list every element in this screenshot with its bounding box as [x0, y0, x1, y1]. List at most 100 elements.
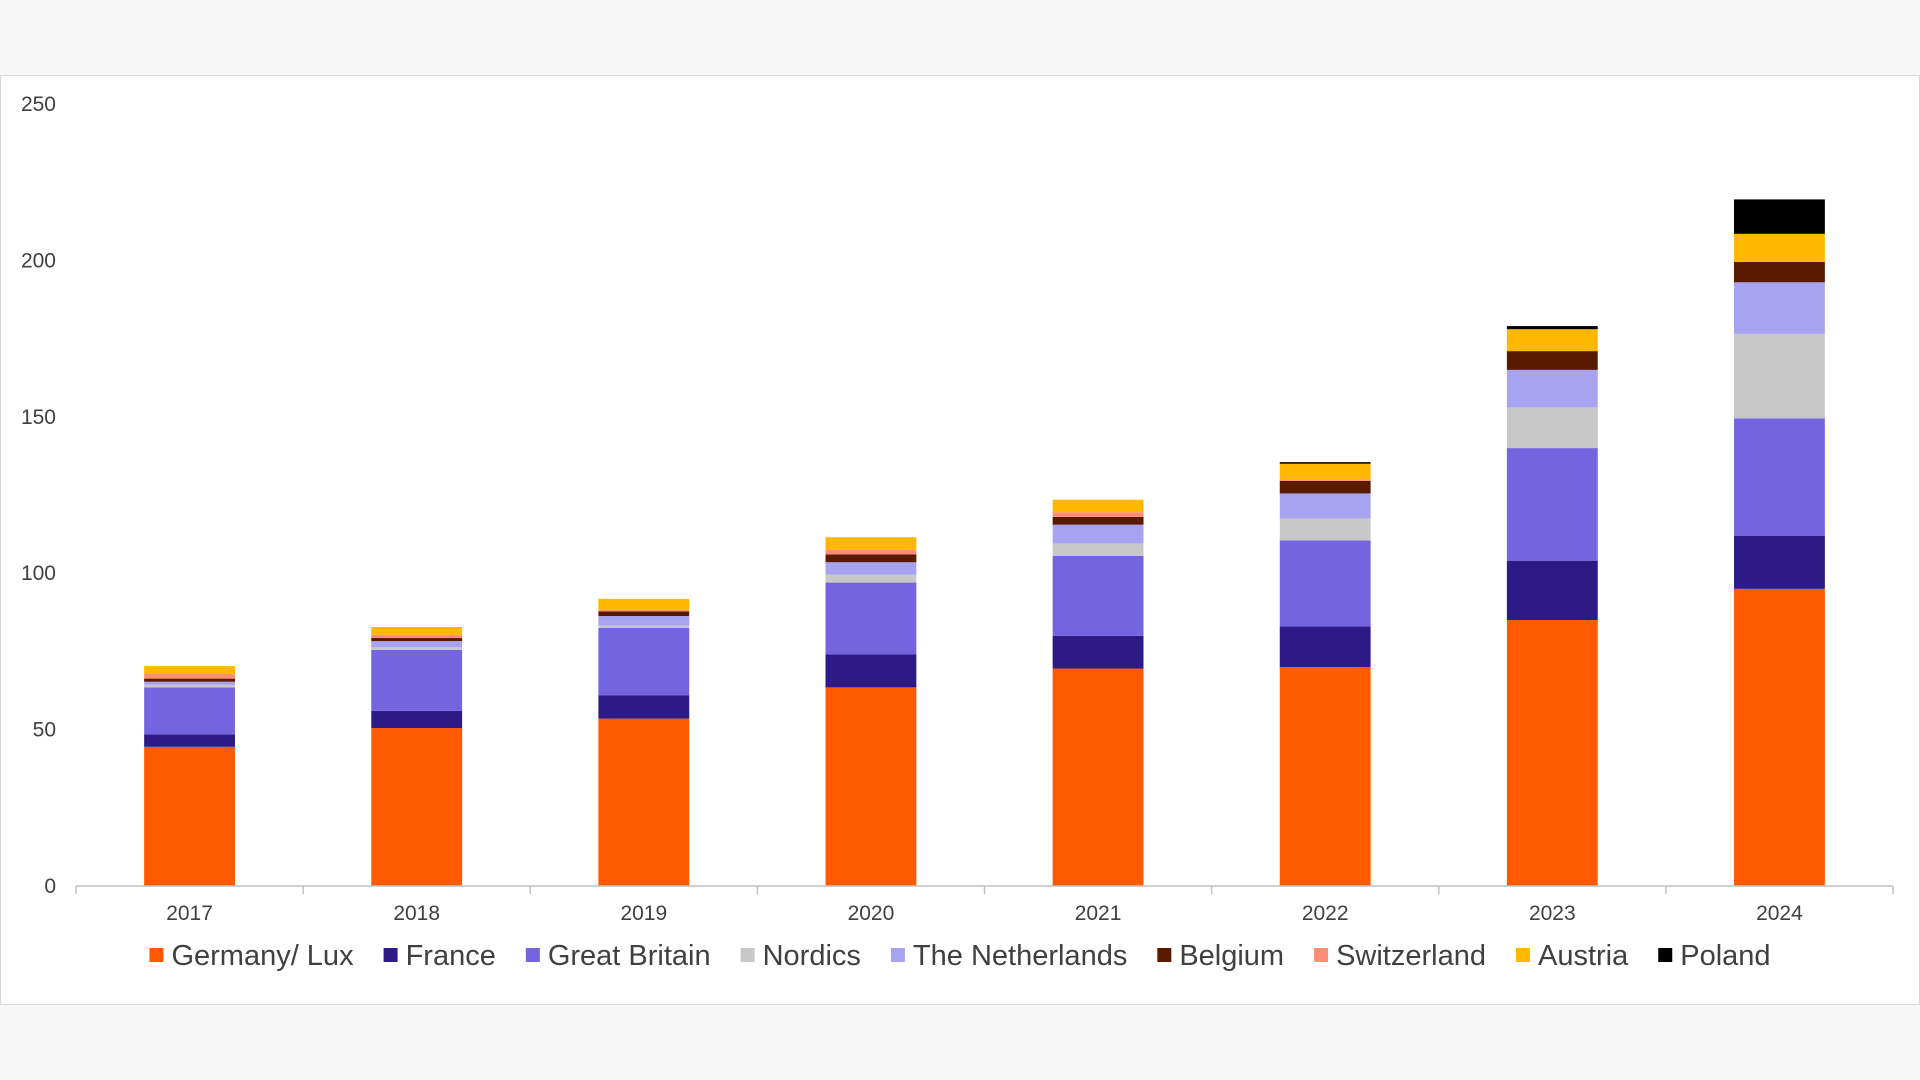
bar-segment [1052, 555, 1144, 636]
legend-label: Switzerland [1336, 940, 1486, 972]
bar-segment [1279, 462, 1371, 464]
chart-panel: 0 50 100 150 200 250 2017 2018 2019 2020 2021 2022… [0, 75, 1920, 1005]
legend-swatch [383, 948, 398, 962]
legend-label: Nordics [763, 940, 861, 972]
y-tick-label: 200 [21, 249, 56, 272]
y-tick-label: 150 [21, 406, 56, 429]
y-tick-label: 250 [21, 93, 56, 116]
legend-swatch [1314, 948, 1329, 962]
bar-segment [1734, 588, 1825, 886]
bar-segment [1052, 524, 1144, 544]
legend-label: France [406, 940, 496, 972]
legend: Germany/ Lux France Great Britain Nordics Th… [149, 940, 1771, 972]
legend-label: The Netherlands [913, 940, 1127, 972]
legend-label: Poland [1680, 940, 1770, 972]
legend-swatch [149, 948, 164, 962]
legend-swatch [890, 948, 905, 962]
bar-segment [371, 641, 463, 648]
bar-segment [598, 611, 690, 617]
bar-segment [825, 654, 917, 688]
y-tick-label: 100 [21, 562, 56, 585]
bar-segment [825, 562, 917, 575]
x-tick-label: 2018 [393, 902, 440, 925]
x-tick-label: 2020 [848, 902, 895, 925]
bar-segment [144, 678, 235, 682]
legend-swatch [1515, 948, 1530, 962]
bar-segment [144, 681, 235, 685]
x-tick-label: 2023 [1529, 902, 1576, 925]
legend-label: Germany/ Lux [171, 940, 354, 972]
bar-segment [1506, 620, 1598, 886]
y-tick-label: 50 [33, 719, 56, 742]
legend-swatch [740, 948, 755, 962]
x-tick-label: 2017 [166, 902, 213, 925]
x-tick-label: 2024 [1756, 902, 1803, 925]
x-tick-label: 2022 [1302, 902, 1349, 925]
legend-label: Belgium [1179, 940, 1284, 972]
bar-segment [1734, 535, 1825, 589]
bar-segment [144, 734, 235, 747]
bar-segment [1052, 543, 1144, 556]
legend-label: Great Britain [548, 940, 711, 972]
bar-segment [1506, 369, 1598, 408]
bar-segment [1052, 668, 1144, 886]
bar-segment [1506, 560, 1598, 621]
bar-segment [1734, 282, 1825, 334]
legend-label: Austria [1538, 940, 1629, 972]
bar-segment [598, 627, 690, 696]
bar-segment [1506, 326, 1598, 330]
bar-segment [1052, 635, 1144, 669]
legend-swatch [525, 948, 540, 962]
bar-segment [144, 746, 235, 886]
bar-segment [1279, 480, 1371, 494]
bar-segment [598, 695, 690, 719]
bar-segment [1734, 261, 1825, 283]
bar-segment [1734, 199, 1825, 234]
bar-segment [1279, 479, 1371, 481]
bars [144, 199, 1825, 886]
bar-segment [598, 625, 690, 628]
legend-swatch [1658, 948, 1673, 962]
x-tick-label: 2019 [620, 902, 667, 925]
bar-segment [1734, 418, 1825, 536]
bar-segment [1506, 329, 1598, 352]
stacked-bar-chart: 0 50 100 150 200 250 2017 2018 2019 2020 2021 2022… [21, 93, 1894, 972]
bar-segment [825, 549, 917, 555]
bar-segment [825, 554, 917, 563]
y-tick-label: 0 [44, 875, 56, 898]
bar-segment [1506, 407, 1598, 449]
y-axis: 0 50 100 150 200 250 [21, 93, 56, 898]
bar-segment [1052, 512, 1144, 517]
bar-segment [1734, 333, 1825, 419]
bar-segment [144, 684, 235, 688]
bar-segment [371, 627, 463, 635]
bar-segment [1279, 518, 1371, 541]
bar-segment [825, 582, 917, 655]
bar-segment [371, 728, 463, 886]
bar-segment [1279, 626, 1371, 668]
bar-segment [1279, 493, 1371, 519]
bar-segment [825, 537, 917, 550]
bar-segment [598, 616, 690, 626]
bar-segment [825, 574, 917, 583]
bar-segment [825, 687, 917, 886]
bar-segment [144, 666, 235, 674]
bar-segment [371, 647, 463, 650]
bar-segment [371, 649, 463, 711]
bar-segment [1279, 463, 1371, 480]
x-tick-label: 2021 [1075, 902, 1122, 925]
bar-segment [1052, 499, 1144, 513]
bar-segment [1279, 540, 1371, 627]
bar-segment [1734, 233, 1825, 262]
x-axis: 2017 2018 2019 2020 2021 2022 2023 2024 [75, 885, 1894, 925]
bar-segment [144, 687, 235, 735]
bar-segment [1506, 351, 1598, 370]
bar-segment [144, 673, 235, 679]
bar-segment [371, 637, 463, 642]
bar-segment [598, 718, 690, 886]
bar-segment [598, 598, 690, 610]
bar-segment [598, 609, 690, 612]
bar-segment [371, 634, 463, 638]
legend-swatch [1157, 948, 1172, 962]
bar-segment [1279, 667, 1371, 886]
